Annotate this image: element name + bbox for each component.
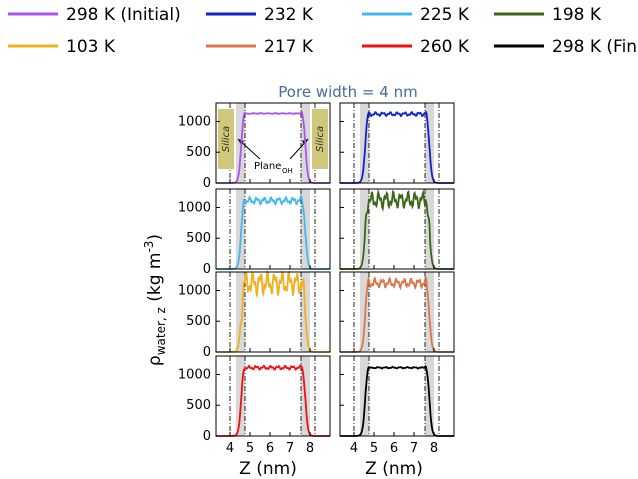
panel-frame: [215, 271, 331, 353]
x-axis-title-right: Z (nm): [365, 459, 423, 479]
silica-label: Silica: [221, 126, 232, 152]
series-line: [340, 188, 454, 270]
y-tick-label: 0: [203, 345, 211, 360]
legend-label-217-k: 217 K: [264, 37, 314, 57]
y-sup: -3: [142, 241, 156, 253]
y-axis-title: ρwater, z (kg m-3): [142, 234, 168, 366]
legend-label-260-k: 260 K: [420, 37, 470, 57]
x-tick-label: 8: [430, 441, 438, 456]
panel-260-k: 0 500 1000 4 5 6 7 8: [178, 355, 331, 456]
panel-frame: [339, 188, 455, 270]
wall-band: [236, 272, 245, 352]
panel-298-k-initial: Silica Silica Plane OH 0 500 1000: [178, 102, 331, 191]
silica-label: Silica: [315, 126, 326, 152]
series-line: [340, 275, 454, 353]
x-tick-label: 4: [226, 441, 234, 456]
x-tick-label: 5: [246, 441, 254, 456]
x-tick-label: 6: [266, 441, 274, 456]
panels: Silica Silica Plane OH 0 500 1000 0 500 1000 0 500 1…: [178, 102, 455, 456]
series-line: [216, 364, 330, 437]
y-tick-label: 500: [186, 231, 211, 246]
panel-frame: [215, 188, 331, 270]
y-sub: water, z: [154, 307, 168, 355]
panel-225-k: 0 500 1000: [178, 188, 331, 277]
y-tick-label: 0: [203, 176, 211, 191]
legend-label-298-k-final: 298 K (Final): [552, 37, 638, 57]
plane-label: Plane: [254, 161, 281, 172]
x-tick-label: 5: [370, 441, 378, 456]
y-rho: ρ: [145, 355, 165, 366]
panel-232-k: [339, 102, 455, 184]
legend-label-198-k: 198 K: [552, 5, 602, 25]
x-tick-label: 7: [410, 441, 418, 456]
series-line: [340, 110, 454, 184]
panel-frame: [339, 271, 455, 353]
y-tick-label: 0: [203, 262, 211, 277]
legend-label-298-k-initial: 298 K (Initial): [66, 5, 181, 25]
y-tick-label: 500: [186, 145, 211, 160]
panel-frame: [339, 102, 455, 184]
panel-217-k: [339, 271, 455, 353]
wall-band: [360, 103, 369, 183]
chart-title: Pore width = 4 nm: [278, 83, 417, 101]
silica-box: [218, 109, 234, 169]
x-tick-label: 6: [390, 441, 398, 456]
y-tick-label: 500: [186, 314, 211, 329]
x-tick-label: 8: [306, 441, 314, 456]
legend-label-103-k: 103 K: [66, 37, 116, 57]
x-axis-title-left: Z (nm): [239, 459, 297, 479]
y-tick-label: 1000: [178, 367, 211, 382]
y-tick-label: 500: [186, 398, 211, 413]
panel-103-k: 0 500 1000: [178, 270, 331, 360]
panel-198-k: [339, 188, 455, 270]
y-tick-label: 1000: [178, 283, 211, 298]
silica-box: [312, 109, 328, 169]
x-tick-label: 7: [286, 441, 294, 456]
panel-frame: [339, 355, 455, 437]
plane-label-sub: OH: [282, 167, 293, 175]
series-line: [216, 193, 330, 270]
legend-label-225-k: 225 K: [420, 5, 470, 25]
panel-frame: [215, 355, 331, 437]
y-axis-title-text: ρwater, z (kg m-3): [142, 234, 168, 366]
y-unit-close: ): [145, 234, 165, 241]
panel-frame: [215, 102, 331, 184]
series-line: [216, 270, 330, 353]
legend-label-232-k: 232 K: [264, 5, 314, 25]
y-tick-label: 1000: [178, 200, 211, 215]
y-tick-label: 1000: [178, 114, 211, 129]
legend: 298 K (Initial) 232 K 225 K 198 K 103 K 217 K…: [8, 5, 638, 57]
x-tick-label: 4: [350, 441, 358, 456]
y-tick-label: 0: [203, 429, 211, 444]
series-line: [340, 364, 454, 437]
y-unit-open: (kg m: [145, 253, 165, 308]
